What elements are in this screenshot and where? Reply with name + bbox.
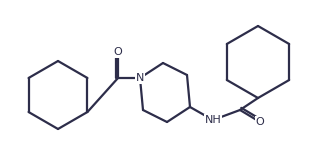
Text: O: O (114, 47, 122, 57)
Text: O: O (255, 117, 264, 127)
Text: N: N (136, 73, 144, 83)
Text: NH: NH (205, 115, 221, 125)
